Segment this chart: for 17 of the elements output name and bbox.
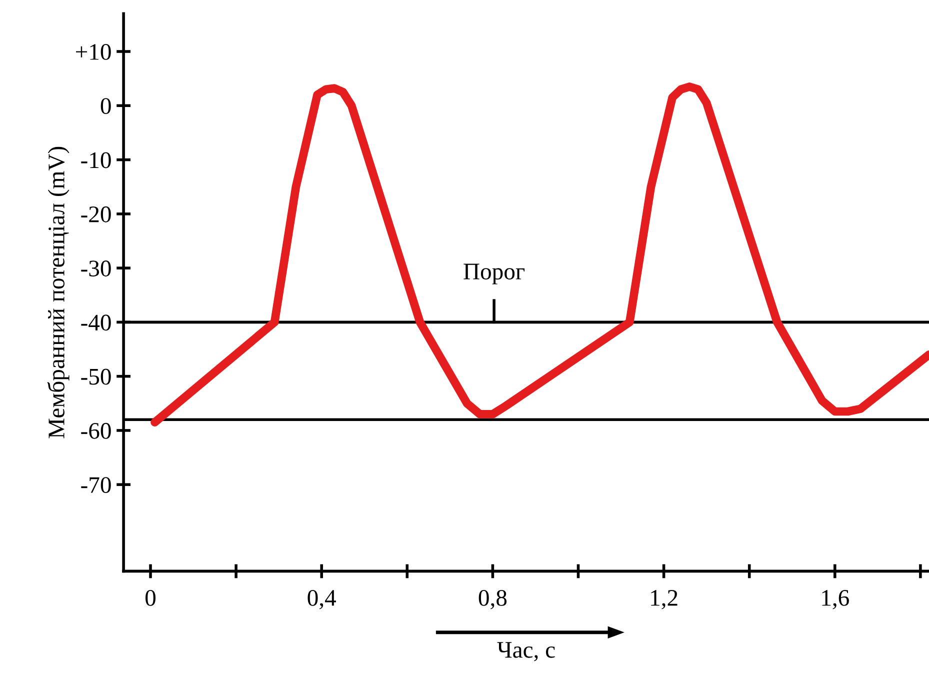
x-tick-label: 0,4 [308,590,336,610]
x-tick-label: 1,6 [822,590,849,610]
x-axis-title: Час, с [497,642,555,662]
y-tick-label: -30 [81,260,111,276]
y-tick-label: -70 [81,477,111,494]
y-axis-title: Мембранний потенціал (mV) [47,146,70,438]
x-tick-label: 1,2 [651,590,678,610]
ref-line-label: Порог [464,264,525,284]
y-tick-label: +10 [76,44,111,60]
y-tick-label: -60 [81,422,111,439]
x-tick-label: 0 [146,590,156,606]
y-tick-label: -10 [81,152,111,168]
y-tick-label: -40 [81,314,111,331]
x-tick-label: 0,8 [478,590,507,610]
y-tick-label: -20 [81,206,111,222]
y-tick-label: 0 [100,98,111,114]
y-tick-label: -50 [81,368,111,385]
